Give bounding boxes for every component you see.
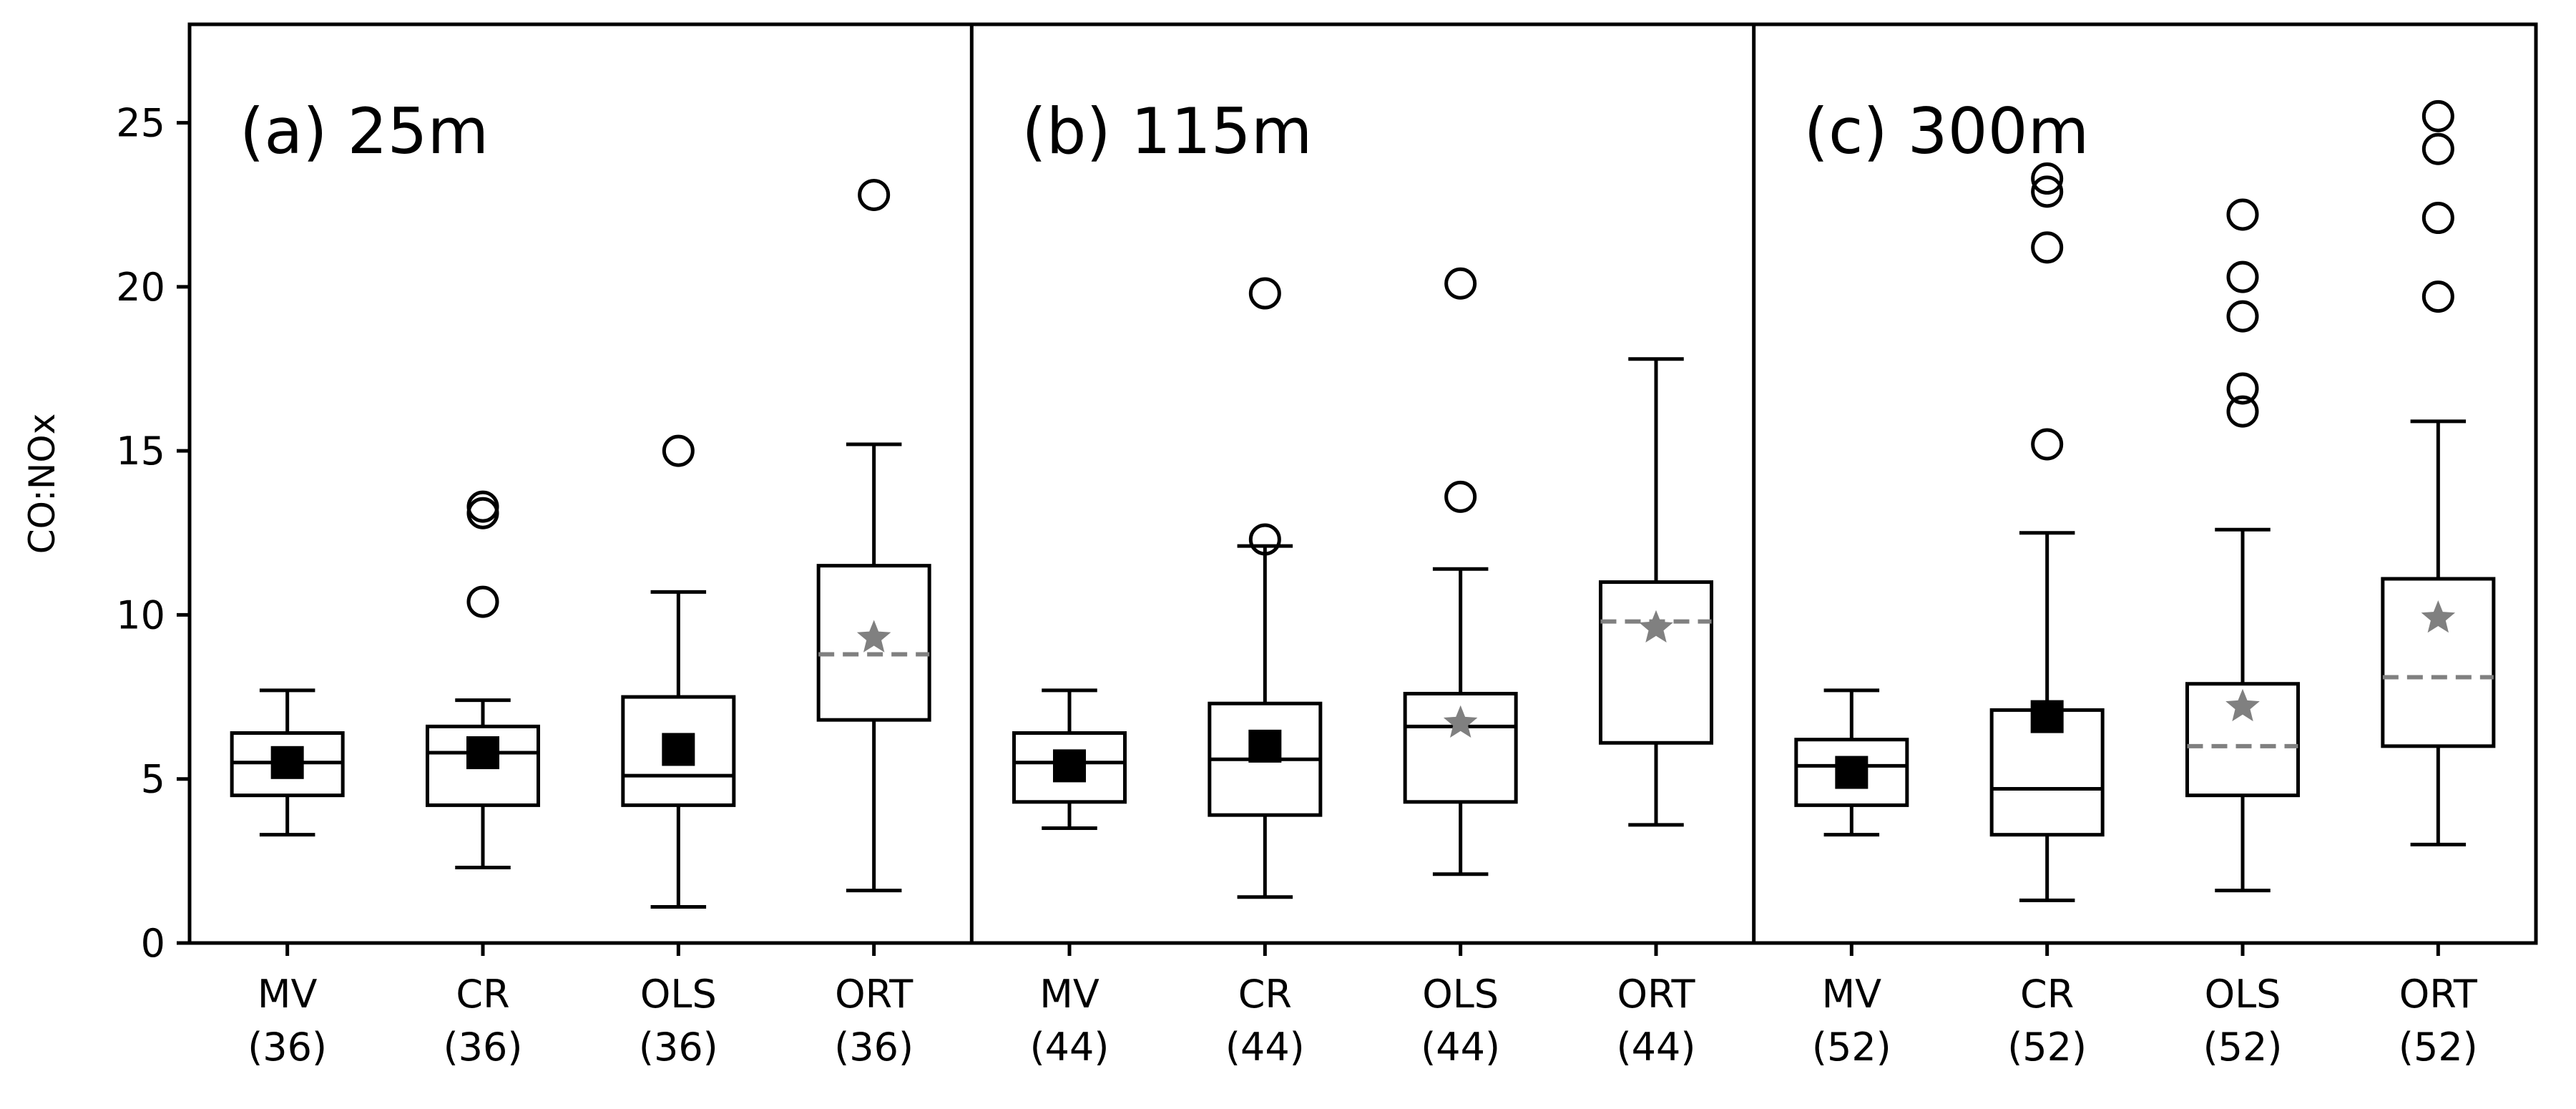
- y-tick-label: 0: [141, 921, 165, 966]
- panel-1: (a) 25m MV (36) CR (36) OLS (36) ORT (36): [230, 94, 931, 1070]
- x-tick-count: (44): [1225, 1025, 1305, 1070]
- outlier-point: [1248, 277, 1281, 310]
- axes-layer: 0 5 10 15 20 25 CO:NOx: [21, 22, 2538, 966]
- panel-title: (a) 25m: [240, 94, 489, 168]
- box-group-ols: OLS (44): [1403, 267, 1518, 1070]
- x-tick-count: (52): [2399, 1025, 2478, 1070]
- mean-star-marker: [1639, 610, 1673, 643]
- x-tick-label: OLS: [1422, 972, 1499, 1017]
- outlier-point: [2031, 175, 2064, 208]
- outlier-point: [2226, 300, 2259, 333]
- mean-star-marker: [2421, 600, 2456, 633]
- box-group-ols: OLS (52): [2185, 198, 2300, 1070]
- box-group-cr: CR (44): [1208, 277, 1323, 1070]
- y-tick-label: 15: [116, 429, 165, 474]
- x-tick-count: (36): [834, 1025, 914, 1070]
- x-tick-count: (36): [639, 1025, 718, 1070]
- outlier-point: [1248, 523, 1281, 556]
- x-tick-count: (36): [444, 1025, 523, 1070]
- outlier-point: [2226, 372, 2259, 405]
- x-tick-count: (52): [2007, 1025, 2087, 1070]
- outlier-point: [1444, 267, 1477, 300]
- x-tick-label: OLS: [2205, 972, 2281, 1017]
- outlier-point: [2421, 99, 2454, 132]
- plot-frame: [187, 22, 2538, 945]
- outlier-point: [466, 497, 499, 529]
- iqr-box: [1599, 580, 1713, 745]
- mean-square-marker: [466, 736, 499, 770]
- outlier-point: [662, 434, 695, 467]
- x-tick-count: (44): [1617, 1025, 1696, 1070]
- outlier-point: [466, 585, 499, 618]
- x-tick-label: OLS: [640, 972, 717, 1017]
- x-tick-label: ORT: [835, 972, 914, 1017]
- x-tick-label: CR: [456, 972, 509, 1017]
- outlier-point: [2421, 280, 2454, 313]
- x-tick-label: MV: [1822, 972, 1882, 1017]
- mean-square-marker: [662, 733, 695, 766]
- panel-title: (b) 115m: [1022, 94, 1312, 168]
- mean-square-marker: [1053, 749, 1086, 783]
- box-group-mv: MV (52): [1794, 688, 1909, 1070]
- mean-star-marker: [2225, 688, 2260, 722]
- outlier-point: [2421, 132, 2454, 165]
- x-tick-count: (44): [1421, 1025, 1500, 1070]
- outlier-point: [2421, 202, 2454, 235]
- mean-star-marker: [1443, 705, 1478, 738]
- x-tick-count: (44): [1030, 1025, 1110, 1070]
- y-tick-label: 20: [116, 265, 165, 310]
- y-tick-label: 10: [116, 592, 165, 637]
- box-group-cr: CR (36): [426, 490, 540, 1070]
- outlier-point: [2031, 428, 2064, 461]
- x-tick-label: ORT: [2399, 972, 2478, 1017]
- outlier-point: [1444, 480, 1477, 513]
- x-tick-label: ORT: [1617, 972, 1695, 1017]
- y-tick-label: 25: [116, 101, 165, 146]
- outlier-point: [2031, 162, 2064, 195]
- mean-square-marker: [1835, 756, 1869, 789]
- box-group-ort: ORT (36): [816, 178, 931, 1070]
- outlier-point: [2226, 260, 2259, 293]
- outlier-point: [466, 490, 499, 523]
- x-tick-label: MV: [258, 972, 318, 1017]
- x-tick-count: (52): [2203, 1025, 2283, 1070]
- box-group-ort: ORT (52): [2381, 99, 2496, 1070]
- box-group-ort: ORT (44): [1599, 357, 1713, 1070]
- panel-title: (c) 300m: [1804, 94, 2090, 168]
- outlier-point: [858, 178, 891, 211]
- outlier-point: [2226, 395, 2259, 428]
- x-tick-label: CR: [1238, 972, 1292, 1017]
- x-tick-label: MV: [1039, 972, 1100, 1017]
- box-group-mv: MV (44): [1012, 688, 1127, 1070]
- x-tick-count: (36): [248, 1025, 327, 1070]
- outlier-point: [2226, 198, 2259, 231]
- mean-star-marker: [856, 620, 891, 653]
- outlier-point: [2031, 231, 2064, 264]
- mean-square-marker: [270, 746, 304, 779]
- box-group-mv: MV (36): [230, 688, 345, 1070]
- iqr-box: [2185, 682, 2300, 798]
- plot-layer: (a) 25m MV (36) CR (36) OLS (36) ORT (36) (b) 115…: [230, 94, 2496, 1070]
- mean-square-marker: [2030, 700, 2064, 733]
- y-axis-title: CO:NOx: [21, 414, 63, 554]
- mean-square-marker: [1248, 729, 1282, 763]
- box-group-cr: CR (52): [1989, 162, 2105, 1070]
- x-tick-count: (52): [1812, 1025, 1891, 1070]
- y-tick-label: 5: [141, 757, 165, 802]
- panel-3: (c) 300m MV (52) CR (52) OLS (52) ORT (52): [1794, 94, 2496, 1070]
- panel-2: (b) 115m MV (44) CR (44) OLS (44) ORT (44): [1012, 94, 1713, 1070]
- x-tick-label: CR: [2020, 972, 2074, 1017]
- box-group-ols: OLS (36): [621, 434, 736, 1070]
